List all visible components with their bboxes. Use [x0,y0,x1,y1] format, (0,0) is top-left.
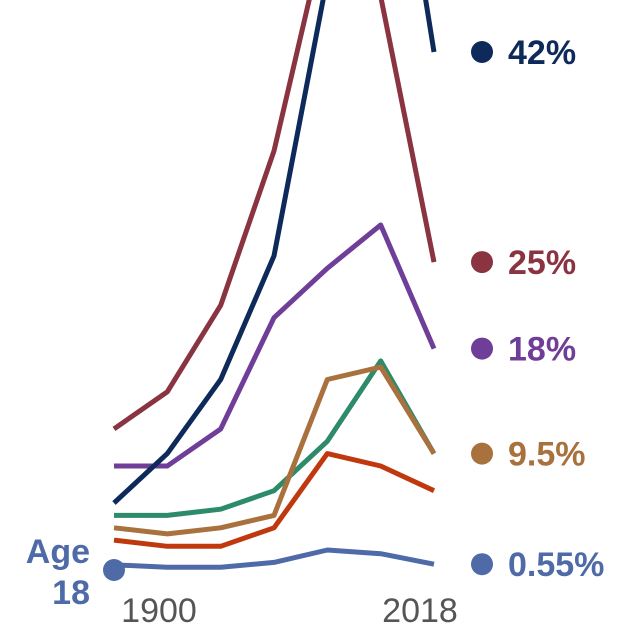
series-line-2 [114,222,437,469]
x-axis-tick-labels: 1900 2018 [121,592,458,630]
series-end-label-1: 42% [508,34,576,72]
series-line-5 [113,451,436,549]
series-end-marker-2 [471,337,493,360]
series-end-marker-6 [471,553,493,576]
age-label: Age 18 [26,533,125,612]
series-end-marker-0 [471,251,493,274]
series-end-marker-3 [471,442,493,465]
series-line-6 [113,547,435,570]
x-tick-label-1900: 1900 [121,592,197,630]
series-line-1 [112,0,437,505]
age-label-line2: 18 [52,574,90,612]
series-line-3 [113,364,437,537]
series-end-label-3: 9.5% [508,436,586,474]
age-label-line1: Age [26,533,90,571]
series-end-label-0: 25% [508,244,576,282]
series-end-labels: 25% 42% 18% 9.5% 0.55% [508,34,604,584]
series-end-marker-1 [471,41,493,63]
series-lines [112,0,437,570]
series-line-0 [112,0,437,431]
series-end-label-6: 0.55% [508,546,604,584]
series-line-4 [114,358,437,518]
series-end-label-2: 18% [508,331,576,369]
series-end-markers [471,41,493,576]
x-tick-label-2018: 2018 [382,592,458,630]
age-start-marker [103,559,125,581]
